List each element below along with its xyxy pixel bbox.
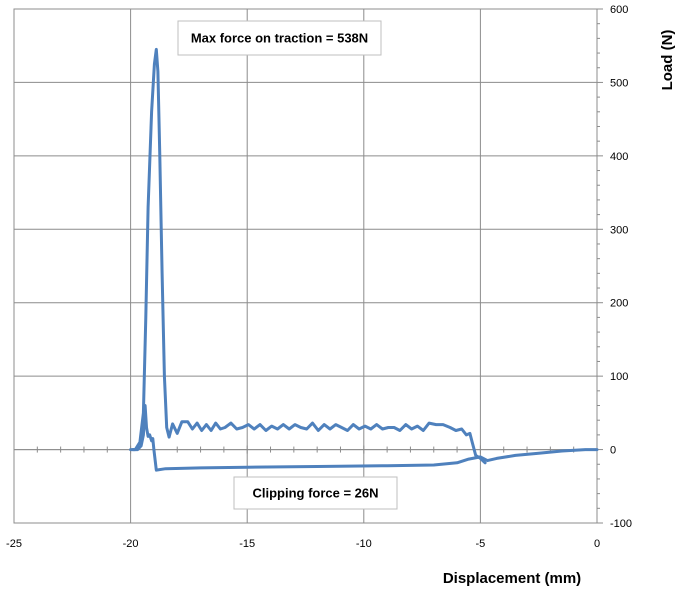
y-tick-label: 100 (610, 371, 628, 383)
annotation-max-force-text: Max force on traction = 538N (191, 31, 368, 46)
x-tick-label: -25 (6, 538, 22, 550)
y-tick-label: 200 (610, 298, 628, 310)
y-tick-label: 600 (610, 4, 628, 16)
plot-border (13, 8, 598, 524)
x-tick-label: -5 (476, 538, 486, 550)
y-tick-label: -100 (610, 518, 632, 530)
y-tick-label: 400 (610, 151, 628, 163)
series-line-2 (129, 47, 487, 465)
tick-labels: -25 -20 -15 -10 -5 0 -100 0 100 200 300 400 500 600 (6, 4, 632, 550)
x-axis-title: Displacement (mm) (443, 570, 581, 587)
x-tick-label: -15 (239, 538, 255, 550)
series-line-1 (131, 404, 599, 472)
y-tick-label: 0 (610, 445, 616, 457)
annotation-max-force-box (177, 20, 382, 56)
x-tick-label: 0 (594, 538, 600, 550)
x-tick-label: -10 (356, 538, 372, 550)
gridlines (14, 9, 597, 523)
axes (13, 8, 603, 524)
y-axis-title: Load (N) (659, 30, 676, 91)
series-layer (129, 47, 599, 472)
x-tick-label: -20 (123, 538, 139, 550)
y-tick-label: 500 (610, 77, 628, 89)
annotation-clipping-force: Clipping force = 26N (233, 476, 398, 510)
y-tick-label: 300 (610, 224, 628, 236)
annotation-clipping-force-box (233, 476, 398, 510)
annotation-max-force: Max force on traction = 538N (177, 20, 382, 56)
annotation-clipping-force-text: Clipping force = 26N (252, 486, 378, 501)
